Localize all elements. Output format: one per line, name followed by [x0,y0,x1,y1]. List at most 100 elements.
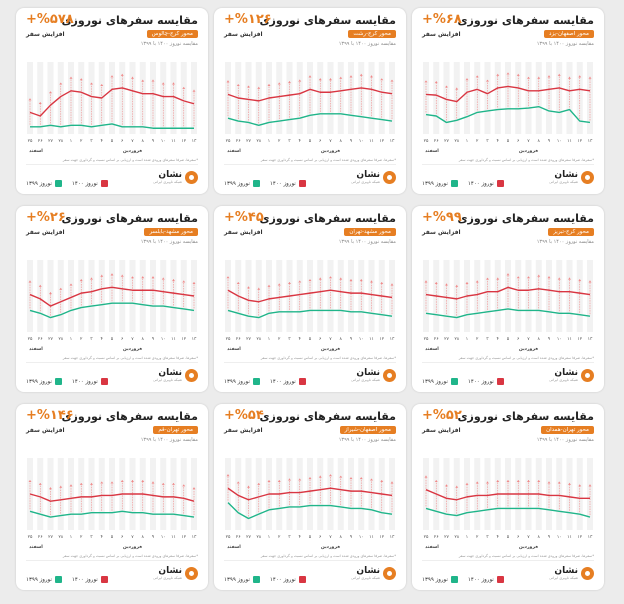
card-title: مقایسه سفرهای نوروزی [259,410,396,423]
arrow-head [161,277,165,280]
day-column [37,62,44,134]
arrow-head [69,76,73,79]
x-tick-label: ۲۵ [28,337,33,342]
day-column [68,260,74,332]
x-tick-label: ۵ [309,337,312,342]
legend-item-1400: نوروز ۱۴۰۰ [468,576,504,583]
growth-percent: +%۴۵ [224,210,264,225]
arrow-head [308,75,312,78]
day-column [27,62,33,134]
footnote: *سفرها، صرفا سفرهای ورودی شده است و ارزی… [458,554,594,558]
x-tick-label: ۱۰ [359,337,364,342]
month-label: اسفند [29,149,43,154]
legend-label: نوروز ۱۴۰۰ [467,379,494,385]
x-tick-label: ۲۶ [38,337,43,342]
legend-label: نوروز ۱۳۹۹ [26,379,52,385]
x-tick-label: ۶ [517,139,519,144]
day-column [119,62,126,134]
footnote: *سفرها، صرفا سفرهای ورودی شده است و ارزی… [260,554,396,558]
x-tick-label: ۹ [548,337,551,342]
series-1400-line [227,487,393,501]
legend-swatch-red [496,180,504,187]
x-tick-label: ۴ [497,139,500,144]
x-tick-label: ۱۳ [390,534,395,540]
day-column [358,62,365,134]
x-tick-label: ۲۵ [28,535,33,540]
arrow-head [349,279,353,282]
legend-label: نوروز ۱۳۹۹ [224,577,250,583]
x-tick-label: ۱۱ [369,535,374,540]
arrow-head [390,481,394,484]
arrow-head [434,282,438,284]
day-column [139,260,146,332]
legend-item-1399: نوروز ۱۳۹۹ [224,576,260,583]
route-chart-card: مقایسه سفرهای نوروزی +%۴۵ افزایش سفر محو… [214,206,406,392]
x-tick-label: ۴ [299,337,302,342]
legend-item-1400: نوروز ۱۴۰۰ [72,180,108,187]
logo-subtitle: شبکه ناوبری ایرانی [549,180,578,184]
arrow-head [516,480,520,482]
arrow-head [486,481,489,484]
arrow-head [547,75,551,78]
x-tick-label: ۷ [527,535,530,540]
arrow-head [277,283,281,286]
x-tick-label: ۲۵ [424,337,429,342]
day-column [576,260,583,332]
x-tick-label: ۲۵ [226,139,231,144]
x-tick-label: ۴ [497,337,500,342]
logo-icon [185,170,198,184]
legend-swatch-red [496,378,504,385]
x-tick-label: ۱۲ [181,535,186,540]
route-chart-card: مقایسه سفرهای نوروزی +%۵۷۸ افزایش سفر مح… [16,8,208,194]
x-tick-label: ۷ [329,139,332,144]
growth-percent: +%۵۷۸ [26,12,74,27]
x-tick-label: ۴ [299,535,302,540]
arrow-head [455,284,459,287]
x-tick-label: ۱ [466,139,468,144]
x-tick-label: ۲۶ [38,139,43,144]
arrow-head [380,480,384,482]
arrow-head [496,277,500,280]
x-tick-label: ۲۷ [48,139,53,144]
arrow-head [547,481,551,484]
arrow-head [59,287,63,290]
arrow-head [120,480,124,482]
x-tick-label: ۶ [319,535,321,540]
arrow-head [308,477,312,480]
growth-percent: +%۶۸ [422,12,462,27]
arrow-head [445,85,448,88]
legend: نوروز ۱۴۰۰ نوروز ۱۳۹۹ [26,180,108,187]
arrow-head [318,475,322,478]
day-column [464,62,470,134]
day-column [88,62,95,134]
arrow-head [298,478,302,481]
arrow-head [161,82,165,85]
month-label: اسفند [227,545,241,550]
arrow-head [131,480,134,482]
arrow-head [100,274,104,277]
legend-label: نوروز ۱۴۰۰ [467,577,494,583]
arrow-head [182,280,186,283]
x-tick-label: ۲۶ [236,535,241,540]
legend-label: نوروز ۱۴۰۰ [71,379,98,385]
x-tick-label: ۷ [527,337,530,342]
arrow-head [267,284,271,287]
x-tick-label: ۶ [319,139,321,144]
x-tick-label: ۱۳ [588,534,593,540]
x-tick-label: ۵ [507,337,510,342]
arrow-head [247,85,250,88]
arrow-head [455,87,459,90]
x-tick-label: ۲ [476,139,479,144]
logo-icon [581,566,594,580]
arrow-head [445,283,448,286]
route-chart-card: مقایسه سفرهای نوروزی +%۱۴۶ افزایش سفر مح… [16,404,208,590]
legend-swatch-green [252,378,260,385]
legend-label: نوروز ۱۴۰۰ [71,577,98,583]
day-column [245,62,252,134]
series-1399-line [227,502,393,520]
arrow-head [226,276,230,279]
arrow-head [475,75,479,78]
arrow-head [90,277,93,280]
